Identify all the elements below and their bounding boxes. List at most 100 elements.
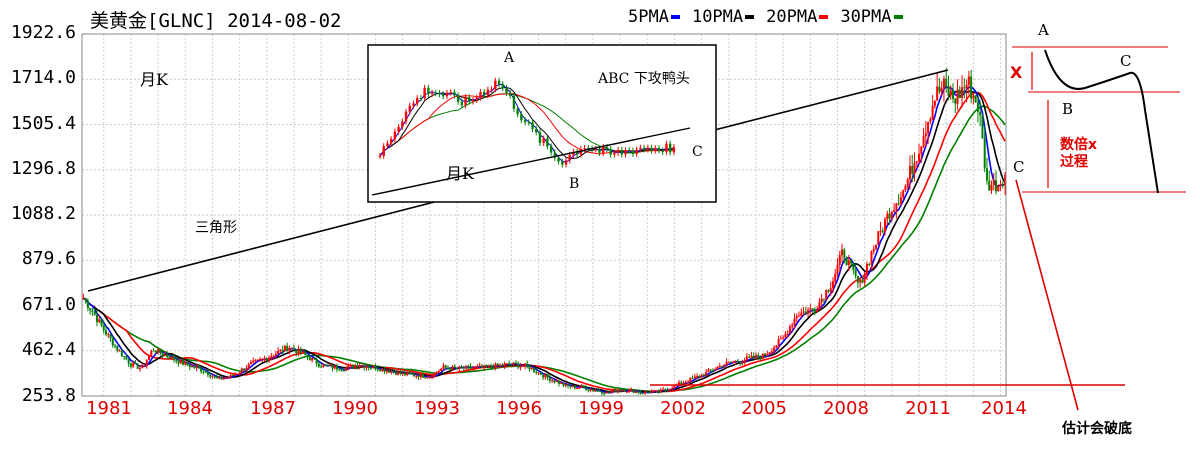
candle-body: [474, 366, 477, 369]
candle-body: [809, 308, 812, 310]
candle-body: [211, 376, 214, 378]
candle-body: [705, 371, 708, 376]
breakdown-line: [1015, 179, 1079, 411]
inset-candle-body: [598, 148, 601, 153]
candle-body: [764, 353, 767, 356]
candle-body: [757, 355, 760, 358]
candle-body: [924, 133, 927, 137]
candle-body: [596, 390, 599, 392]
candle-body: [209, 375, 212, 377]
candle-body: [899, 197, 902, 205]
inset-candle-body: [609, 149, 612, 155]
candle-body: [553, 380, 556, 383]
inset-candle-body: [449, 92, 452, 94]
candle-body: [1001, 183, 1004, 186]
candle-body: [630, 389, 633, 391]
candle-body: [732, 361, 735, 363]
x-tick-label: 1987: [250, 398, 296, 419]
candle-body: [372, 365, 375, 368]
candle-body: [523, 363, 526, 366]
candle-body: [286, 345, 289, 351]
candle-body: [807, 309, 810, 314]
inset-candle-body: [456, 95, 460, 102]
candle-body: [512, 362, 515, 365]
candle-body: [879, 230, 882, 232]
candle-body: [990, 184, 993, 191]
inset-candle-body: [587, 147, 590, 149]
candle-body: [804, 311, 807, 314]
candle-body: [829, 288, 832, 292]
candle-body: [326, 365, 329, 367]
inset-candle-body: [430, 92, 434, 94]
inset-candle-body: [382, 146, 385, 156]
candle-body: [102, 325, 105, 331]
candle-body: [320, 366, 323, 368]
candle-body: [501, 364, 504, 366]
candle-body: [197, 366, 200, 369]
candle-body: [440, 368, 443, 372]
chart-date: 2014-08-02: [227, 10, 342, 32]
candle-body: [442, 365, 445, 369]
inset-candle-body: [646, 147, 650, 150]
candle-body: [118, 350, 121, 352]
inset-candle-body: [631, 150, 635, 154]
candle-body: [632, 389, 635, 393]
candle-body: [976, 102, 979, 112]
chart-title: 美黄金[GLNC] 2014-08-02: [90, 6, 341, 33]
candle-body: [813, 309, 816, 312]
candle-body: [324, 364, 327, 366]
candle-body: [802, 311, 805, 313]
candle-body: [288, 348, 291, 351]
candle-body: [834, 273, 837, 282]
candle-body: [716, 366, 719, 370]
inset-candle-body: [475, 97, 478, 100]
candle-body: [603, 393, 606, 395]
candle-body: [562, 382, 565, 386]
candle-body: [576, 387, 579, 389]
inset-candle-body: [505, 87, 508, 94]
candle-body: [739, 361, 742, 363]
candle-body: [451, 366, 454, 370]
instrument-name: 美黄金[GLNC]: [90, 10, 216, 32]
candle-body: [961, 87, 964, 98]
candle-body: [777, 339, 780, 346]
candle-body: [677, 382, 680, 385]
candle-body: [997, 185, 1000, 192]
inset-candle-body: [542, 138, 545, 143]
candle-body: [865, 264, 868, 274]
candle-body: [721, 365, 724, 367]
inset-candle-body: [482, 92, 486, 96]
candle-body: [816, 310, 819, 312]
x-tick-label: 2008: [823, 398, 869, 419]
candle-body: [86, 300, 89, 309]
candle-body: [610, 391, 613, 393]
candle-body: [741, 361, 744, 363]
candle-body: [974, 95, 977, 103]
candle-body: [884, 219, 887, 232]
candle-body: [494, 363, 497, 369]
candle-body: [358, 365, 361, 368]
candle-body: [634, 391, 637, 393]
candle-body: [360, 364, 363, 366]
candle-body: [206, 371, 209, 376]
inset-candle-body: [401, 121, 404, 127]
candle-body: [424, 377, 427, 379]
candle-body: [177, 360, 180, 364]
candle-body: [653, 390, 656, 392]
candle-body: [351, 364, 354, 368]
x-tick-label: 2005: [741, 398, 787, 419]
candle-body: [365, 366, 368, 368]
candle-body: [292, 347, 295, 350]
candle-body: [795, 315, 798, 319]
candle-body: [847, 260, 850, 265]
candle-body: [965, 84, 968, 89]
candle-body: [243, 368, 246, 371]
candle-body: [861, 279, 864, 283]
candle-body: [888, 213, 891, 219]
candle-body: [555, 381, 558, 383]
candle-body: [911, 166, 914, 174]
inset-candle-body: [523, 120, 527, 123]
y-tick-label: 1505.4: [10, 113, 76, 134]
candle-body: [308, 357, 311, 361]
candle-body: [347, 365, 350, 368]
